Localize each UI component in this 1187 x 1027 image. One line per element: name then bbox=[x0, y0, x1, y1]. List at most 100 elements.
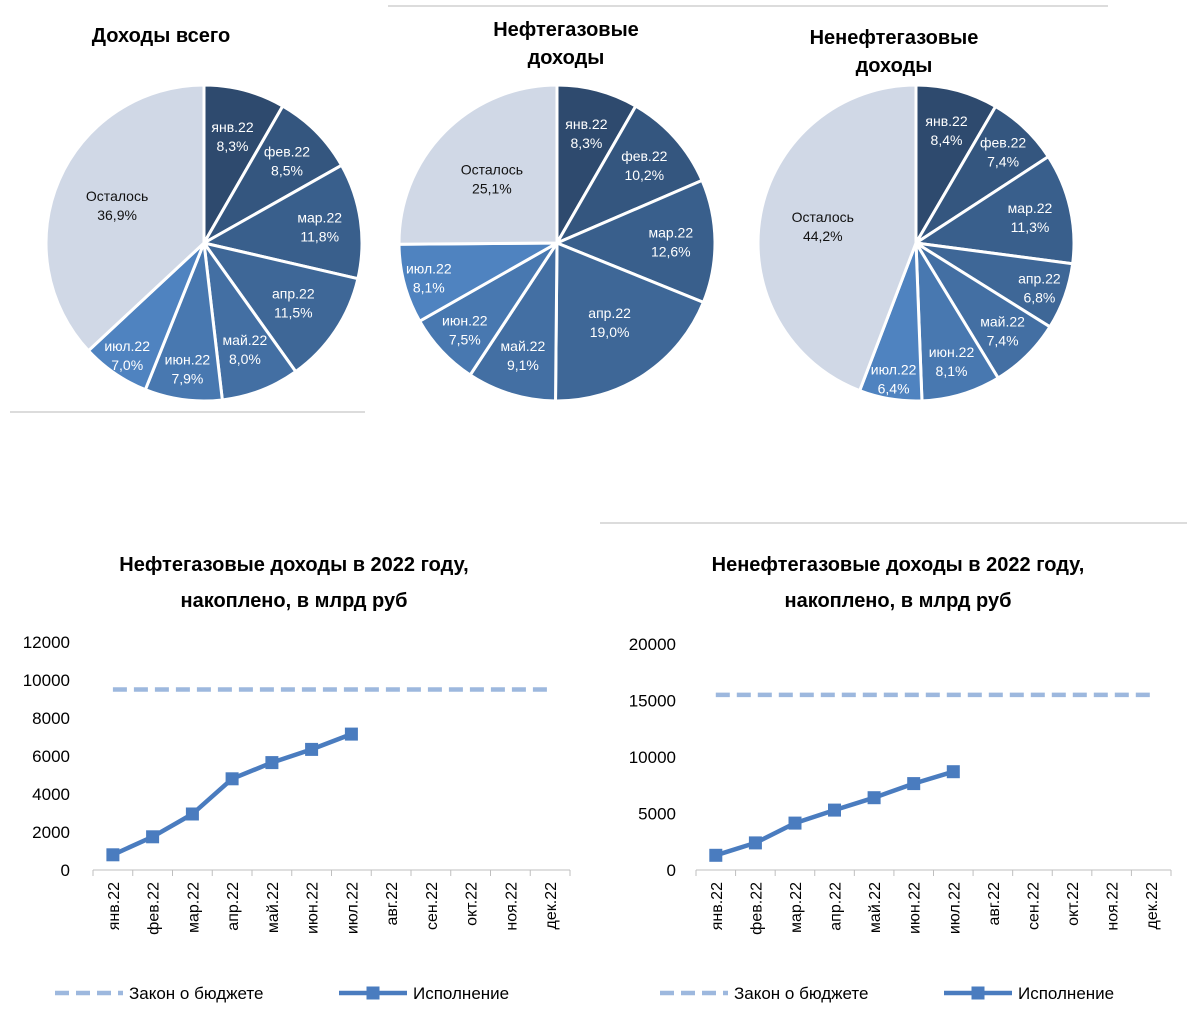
slice-percent-label: 8,3% bbox=[217, 138, 249, 154]
legend-label: Исполнение bbox=[1018, 984, 1114, 1003]
slice-percent-label: 7,4% bbox=[987, 153, 1019, 169]
slice-label: апр.22 bbox=[272, 286, 315, 302]
slice-percent-label: 19,0% bbox=[590, 324, 630, 340]
series-point-execution bbox=[225, 772, 239, 786]
slice-label: июл.22 bbox=[104, 338, 150, 354]
slice-percent-label: 6,4% bbox=[878, 381, 910, 397]
pie-slice-мар.22 bbox=[199, 163, 364, 281]
slice-percent-label: 11,3% bbox=[1011, 219, 1050, 235]
slice-label: май.22 bbox=[980, 314, 1025, 330]
pie-slice-remaining bbox=[397, 83, 559, 246]
pie-title-total: Доходы всего bbox=[92, 25, 230, 47]
x-tick-label: мар.22 bbox=[185, 882, 202, 933]
legend-item: Исполнение bbox=[339, 984, 509, 1003]
slice-percent-label: 11,8% bbox=[300, 228, 339, 244]
slice-percent-label: 7,5% bbox=[449, 332, 481, 348]
slice-percent-label: 44,2% bbox=[803, 228, 843, 244]
slice-percent-label: 36,9% bbox=[97, 207, 137, 223]
x-tick-label: июн.22 bbox=[907, 882, 924, 934]
x-tick-label: ноя.22 bbox=[1105, 882, 1122, 931]
y-tick-label: 0 bbox=[667, 861, 676, 880]
slice-percent-label: 7,4% bbox=[987, 333, 1019, 349]
slice-label: мар.22 bbox=[1008, 200, 1053, 216]
series-point-execution bbox=[305, 742, 319, 756]
slice-label: мар.22 bbox=[648, 225, 693, 241]
legend-swatch-marker bbox=[971, 986, 985, 1000]
slice-percent-label: 12,6% bbox=[651, 244, 691, 260]
slice-percent-label: 8,1% bbox=[413, 280, 445, 296]
x-tick-label: мар.22 bbox=[788, 882, 805, 933]
x-tick-label: авг.22 bbox=[986, 882, 1003, 926]
slice-label: июл.22 bbox=[406, 261, 452, 277]
slice-percent-label: 6,8% bbox=[1023, 289, 1055, 305]
x-tick-label: окт.22 bbox=[1065, 882, 1082, 926]
line-chart-oil-gas-cumulative: Нефтегазовые доходы в 2022 году, накоплен… bbox=[23, 554, 571, 1003]
x-tick-label: ноя.22 bbox=[503, 882, 520, 931]
y-tick-label: 12000 bbox=[23, 633, 70, 652]
pie-slice-мар.22 bbox=[553, 178, 717, 305]
slice-label: янв.22 bbox=[925, 113, 967, 129]
series-point-execution bbox=[344, 727, 358, 741]
y-tick-label: 15000 bbox=[629, 692, 676, 711]
x-tick-label: янв.22 bbox=[106, 882, 123, 930]
series-point-execution bbox=[709, 848, 723, 862]
legend-label: Закон о бюджете bbox=[734, 984, 868, 1003]
y-tick-label: 2000 bbox=[32, 823, 70, 842]
slice-label: май.22 bbox=[501, 338, 546, 354]
x-tick-label: июл.22 bbox=[344, 882, 361, 934]
y-tick-label: 10000 bbox=[23, 671, 70, 690]
slice-label: Осталось bbox=[86, 188, 148, 204]
line-title-non-oil-gas: Ненефтегазовые доходы в 2022 году, накопл… bbox=[712, 554, 1085, 612]
slice-label: фев.22 bbox=[621, 148, 667, 164]
series-point-execution bbox=[828, 803, 841, 817]
series-point-execution bbox=[867, 791, 881, 805]
slice-percent-label: 8,4% bbox=[931, 132, 963, 148]
line-chart-non-oil-gas-cumulative: Ненефтегазовые доходы в 2022 году, накопл… bbox=[629, 554, 1172, 1003]
legend-label: Исполнение bbox=[413, 984, 509, 1003]
x-tick-label: июл.22 bbox=[946, 882, 963, 934]
x-tick-label: сен.22 bbox=[1025, 882, 1042, 930]
slice-percent-label: 8,1% bbox=[936, 363, 968, 379]
slice-percent-label: 10,2% bbox=[624, 167, 664, 183]
x-tick-label: окт.22 bbox=[464, 882, 481, 926]
x-tick-label: апр.22 bbox=[225, 882, 242, 931]
slice-label: май.22 bbox=[223, 332, 268, 348]
pie-slice-май.22 bbox=[468, 237, 559, 403]
pie-title-non-oil-gas: Ненефтегазовые доходы bbox=[810, 27, 979, 77]
y-tick-label: 5000 bbox=[638, 805, 676, 824]
x-tick-label: апр.22 bbox=[828, 882, 845, 931]
pie-slice-remaining bbox=[756, 83, 918, 393]
slice-percent-label: 9,1% bbox=[507, 357, 539, 373]
pie-chart-non-oil-gas-revenue: Ненефтегазовые доходы янв.22 8,4% фев.22 7,4… bbox=[756, 27, 1076, 403]
x-tick-label: фев.22 bbox=[146, 882, 163, 935]
slice-label: Осталось bbox=[792, 209, 854, 225]
x-tick-label: май.22 bbox=[265, 882, 282, 933]
x-tick-label: май.22 bbox=[867, 882, 884, 933]
x-tick-label: июн.22 bbox=[305, 882, 322, 934]
pie-slice-фев.22 bbox=[553, 103, 705, 247]
slice-percent-label: 25,1% bbox=[472, 181, 512, 197]
series-point-execution bbox=[788, 816, 802, 830]
slice-label: апр.22 bbox=[588, 305, 631, 321]
y-tick-label: 8000 bbox=[32, 709, 70, 728]
slice-percent-label: 8,0% bbox=[229, 351, 261, 367]
pie-slice-апр.22 bbox=[200, 240, 360, 374]
legend-swatch-marker bbox=[366, 986, 380, 1000]
series-point-execution bbox=[946, 765, 960, 779]
series-point-execution bbox=[106, 848, 120, 862]
slice-percent-label: 7,0% bbox=[111, 357, 143, 373]
line-title-oil-gas: Нефтегазовые доходы в 2022 году, накоплен… bbox=[119, 554, 469, 612]
slice-label: июн.22 bbox=[929, 344, 975, 360]
series-point-execution bbox=[265, 756, 279, 770]
pie-slice-remaining bbox=[44, 83, 206, 353]
x-tick-label: фев.22 bbox=[748, 882, 765, 935]
series-point-execution bbox=[146, 830, 160, 844]
slice-label: янв.22 bbox=[211, 119, 253, 135]
series-point-execution bbox=[185, 807, 199, 821]
x-tick-label: авг.22 bbox=[384, 882, 401, 926]
pie-slice-апр.22 bbox=[553, 240, 706, 403]
x-tick-label: дек.22 bbox=[1144, 882, 1161, 930]
y-tick-label: 10000 bbox=[629, 748, 676, 767]
pie-chart-oil-gas-revenue: Нефтегазовые доходы янв.22 8,3% фев.22 10,2%… bbox=[397, 19, 717, 403]
